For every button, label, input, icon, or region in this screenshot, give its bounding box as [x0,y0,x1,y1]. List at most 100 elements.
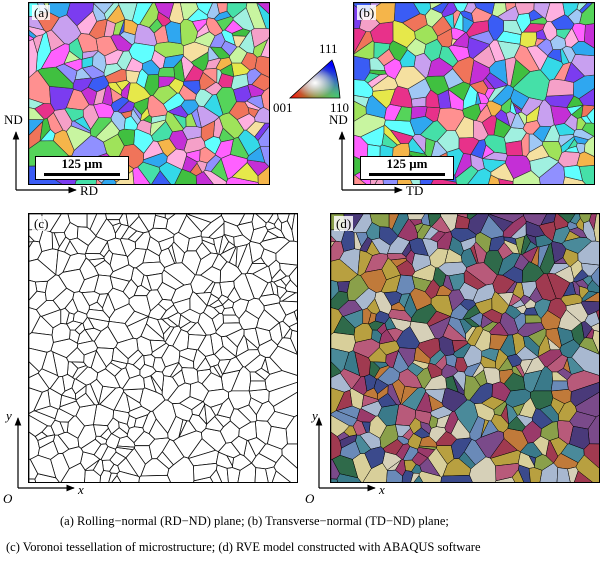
grain-cell [488,174,500,184]
grain-cell [275,240,297,266]
grain-cell [361,421,371,433]
grain-cell [29,454,57,479]
axis-label-nd-b: ND [329,112,348,127]
grain-cell [374,310,390,324]
grain-cell [93,443,109,460]
grain-cell [443,13,455,29]
grain-cell [436,414,451,429]
grain-cell [519,31,538,48]
grain-cell [161,361,180,378]
grain-cell [566,95,584,109]
grain-cell [254,122,269,142]
grain-cell [424,374,447,391]
grain-cell [34,103,55,120]
ebsd-grain-map-b [354,3,594,184]
grain-cell [523,335,540,358]
grain-cell [254,467,269,482]
grain-cell [512,282,525,299]
grain-cell [579,337,599,355]
grain-cell [385,350,399,369]
panel-label-a: (a) [32,5,51,20]
ipf-label-001: 001 [273,100,293,115]
grain-cell [371,88,396,109]
grain-cell [256,3,269,15]
grain-cell [563,145,579,153]
ipf-label-111: 111 [319,41,338,56]
grain-cell [420,120,448,142]
grain-cell [258,293,281,307]
ipf-label-110: 110 [330,100,350,115]
grain-cell [491,84,515,106]
grain-cell [459,318,473,335]
grain-cell [463,317,481,328]
grain-cell [248,380,267,392]
scale-bar-b: 125 μm [360,156,454,180]
grain-cell [254,327,272,347]
grain-cell [331,387,345,414]
grain-cell [237,404,258,423]
grain-cell [122,374,146,391]
grain-cell [222,298,235,309]
grain-cell [84,253,105,261]
grain-cell [190,274,214,294]
grain-cell [220,335,238,358]
grain-cell [371,237,391,255]
grain-cell [282,311,297,328]
grain-cell [398,368,423,389]
grain-cell [580,300,599,316]
grain-cell [103,3,120,21]
grain-cell [83,349,97,369]
grain-cell [388,309,412,322]
grain-cell [246,146,266,163]
grain-cell [532,435,550,457]
grain-cell [277,214,290,224]
grain-cell [526,45,549,71]
grain-cell [422,226,440,240]
grain-cell [492,274,516,294]
grain-cell [255,214,274,224]
grain-cell [469,80,489,95]
grain-cell [204,403,216,425]
scale-line-a [44,173,120,176]
grain-cell [254,55,269,78]
grain-cell [235,244,248,269]
grain-cell [524,298,536,309]
grain-cell [84,469,101,482]
grain-cell [157,67,176,78]
grain-cell [489,334,509,351]
grain-cell [462,16,474,34]
grain-cell [49,375,66,396]
grain-cell [92,424,109,437]
grain-cell [561,45,576,64]
grain-cell [132,354,145,371]
axis-label-nd-a: ND [4,112,23,127]
grain-cell [379,340,400,356]
grain-cell [187,334,207,351]
scale-bar-a: 125 μm [35,156,129,180]
grain-cell [29,279,38,301]
grain-cell [409,219,423,226]
grain-cell [29,414,49,437]
grain-cell [116,470,140,482]
grain-cell [69,237,89,255]
grain-cell [161,344,181,368]
grain-cell [440,475,473,482]
grain-cell [362,307,372,325]
grain-cell [246,95,264,109]
grain-cell [191,108,202,129]
axis-x-d: x [379,482,385,497]
origin-d: O [305,491,315,506]
grain-cell [521,246,539,263]
grain-cell [216,68,223,84]
grain-cell [584,311,599,327]
grain-cell [351,376,368,396]
grain-cell [556,368,573,381]
grain-cell [222,356,244,375]
grain-cell [151,170,171,184]
grain-cell [354,100,367,122]
grain-cell [354,28,367,54]
grain-cell [579,214,592,224]
grain-cell [539,404,560,423]
grain-cell [418,471,442,482]
grain-cell [364,446,386,469]
